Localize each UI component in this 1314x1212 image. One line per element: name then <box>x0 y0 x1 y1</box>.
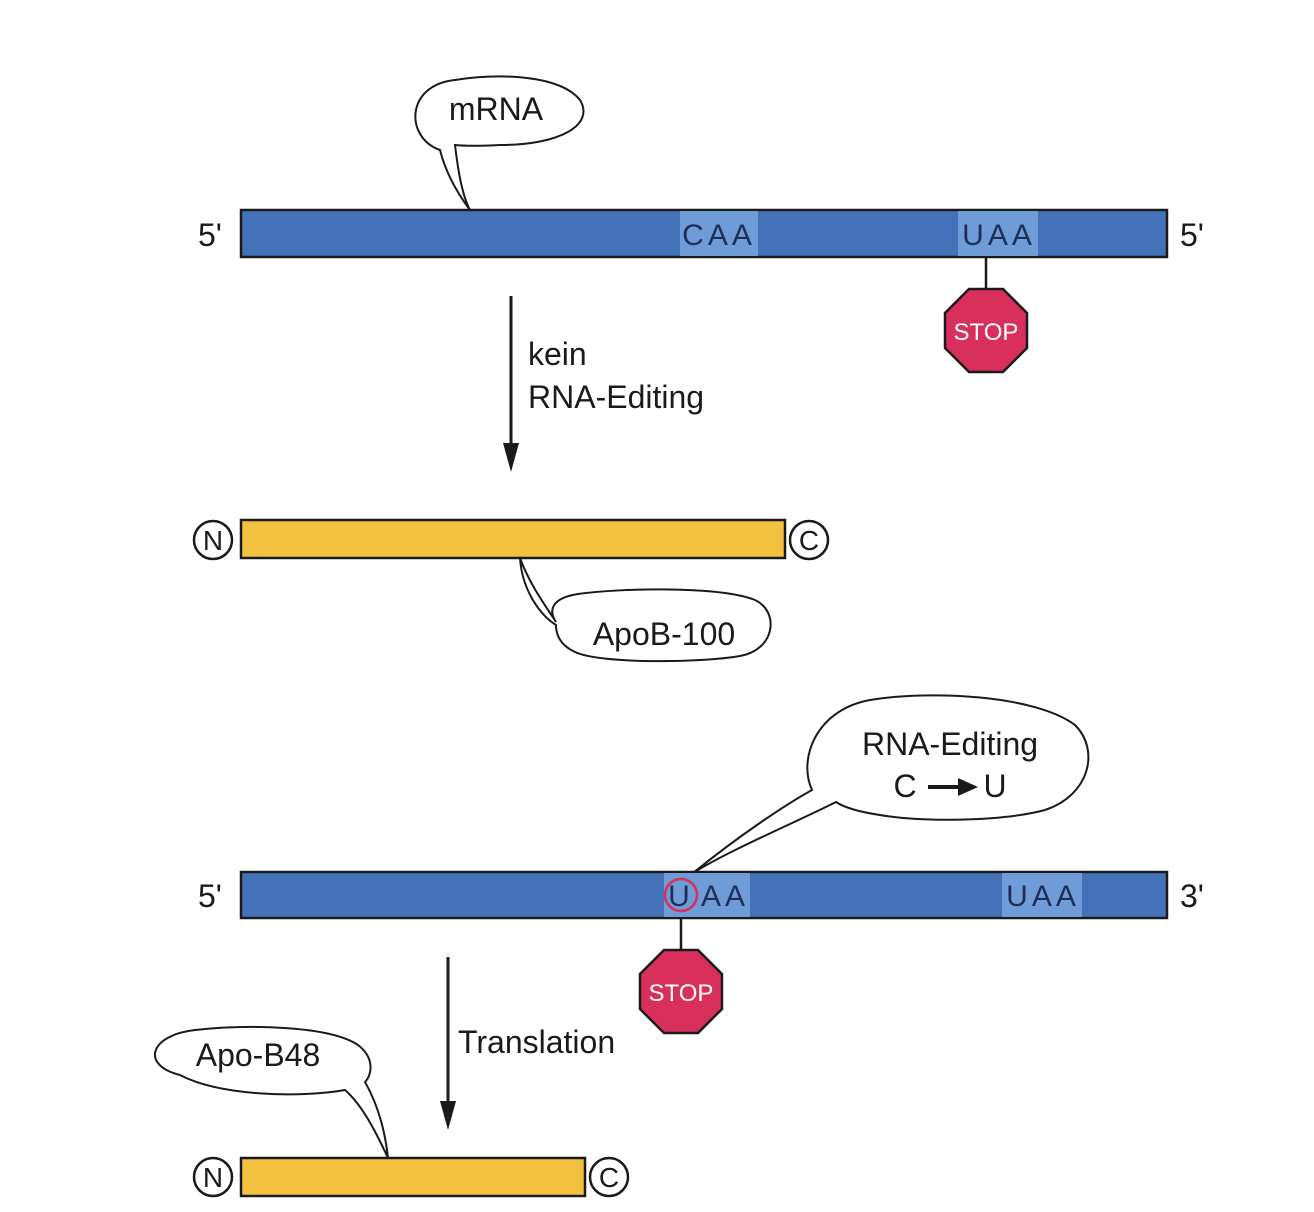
apob48-callout-bubble <box>154 1026 389 1159</box>
edited-base-circle <box>663 877 699 913</box>
c-terminus-circle <box>788 519 830 561</box>
stop-label-bottom: STOP <box>649 980 714 1007</box>
n-terminus-circle <box>192 1156 234 1198</box>
arrowhead-icon <box>440 1101 456 1130</box>
end-right-top: 5' <box>1180 217 1204 253</box>
end-5prime-left-bottom: 5' <box>198 878 222 914</box>
arrow-translation: Translation <box>440 957 615 1130</box>
arrow-no-editing: kein RNA-Editing <box>503 296 704 472</box>
apob48-label: Apo-B48 <box>196 1037 321 1073</box>
mrna-callout-bubble <box>414 75 585 211</box>
end-3prime-right-bottom: 3' <box>1180 878 1204 914</box>
edit-to-label: U <box>983 768 1006 804</box>
codon-aa-rest: AA <box>701 880 749 913</box>
translation-label: Translation <box>458 1024 615 1060</box>
apob100-label: ApoB-100 <box>593 616 735 652</box>
codon-box-uaa-top <box>958 211 1038 256</box>
codon-uaa-top: UAA <box>962 219 1036 252</box>
c-terminus-circle <box>588 1156 630 1198</box>
edited-base-u: U <box>668 880 694 913</box>
top-mrna-group: mRNA CAA UAA 5' 5' STOP <box>198 75 1204 374</box>
arrow1-line1: kein <box>528 336 587 372</box>
c-terminus-label: C <box>799 525 819 556</box>
right-arrow-icon <box>928 778 978 796</box>
codon-uaa-bottom: UAA <box>1006 880 1080 913</box>
arrow1-line2: RNA-Editing <box>528 379 704 415</box>
codon-box-uaa-bottom <box>1002 873 1082 917</box>
protein-apob48-group: Apo-B48 N C <box>154 1026 630 1198</box>
n-terminus-circle <box>192 519 234 561</box>
c-terminus-label: C <box>599 1162 619 1193</box>
end-5prime-left-top: 5' <box>198 217 222 253</box>
codon-caa: CAA <box>682 219 756 252</box>
stop-label-top: STOP <box>954 319 1019 346</box>
protein-bar-apob48 <box>239 1156 587 1198</box>
editing-callout-bubble <box>692 694 1090 874</box>
edit-from-label: C <box>893 768 916 804</box>
codon-box-caa <box>680 211 758 256</box>
arrowhead-icon <box>503 443 519 472</box>
protein-apob100-group: N C ApoB-100 <box>192 518 830 663</box>
bottom-mrna-group: U AA UAA 5' 3' STOP <box>198 870 1204 1035</box>
n-terminus-label: N <box>203 525 223 556</box>
editing-callout-group: RNA-Editing C U <box>692 694 1090 874</box>
editing-label: RNA-Editing <box>862 726 1038 762</box>
n-terminus-label: N <box>203 1162 223 1193</box>
mrna-label: mRNA <box>449 91 544 127</box>
stop-sign-icon <box>943 287 1029 374</box>
protein-bar-apob100 <box>239 518 787 560</box>
apob100-callout-bubble <box>519 557 772 663</box>
stop-sign-icon <box>638 948 724 1035</box>
